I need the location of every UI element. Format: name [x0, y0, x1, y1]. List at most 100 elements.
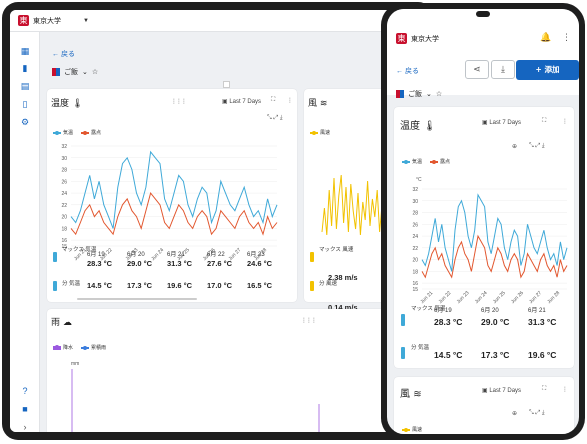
card-title: 温度 🌡 — [400, 121, 436, 132]
rain-card: 雨 ☁ ⋮⋮⋮ 降水 累積雨 mm — [47, 309, 434, 432]
legend-item[interactable]: 露点 — [430, 158, 450, 165]
chevron-down-icon: ⌄ — [82, 69, 88, 76]
download-button[interactable]: ⤓ — [491, 60, 515, 79]
max-bar — [310, 252, 314, 262]
drag-handle-icon[interactable]: ⋮⋮⋮ — [171, 99, 187, 105]
document-icon[interactable]: ▤ — [20, 81, 30, 91]
share-button[interactable]: ⋖ — [465, 60, 489, 79]
stat-max-value: 24.6 °C — [247, 259, 273, 268]
stat-min-value: 16.5 °C — [247, 281, 273, 290]
more-icon[interactable]: ⋮ — [562, 119, 568, 125]
stat-min-value: 14.5 °C — [434, 350, 463, 360]
y-unit: mm — [71, 361, 80, 367]
back-link[interactable]: ← 戻る — [396, 68, 419, 75]
stat-max-value: 31.3 °C — [167, 259, 193, 268]
fullscreen-icon[interactable]: ⛶ — [542, 386, 547, 392]
y-tick-label: 15 — [61, 244, 67, 250]
star-icon[interactable]: ☆ — [91, 69, 99, 76]
calendar-icon: ▣ — [482, 388, 488, 394]
zoom-icon[interactable]: ⤡ ⤢ ⤓ — [529, 143, 545, 149]
phone-header: 東 東京大学 🔔 ⋮ ← 戻る ⋖ ⤓ + 添加 ご飯 ⌄ ☆ — [387, 9, 579, 98]
dashboard-icon[interactable]: ▦ — [20, 46, 30, 56]
zoom-icon[interactable]: ⤡ ⤢ ⤓ — [267, 115, 283, 121]
chevron-right-icon[interactable]: › — [23, 422, 27, 432]
camera-notch — [476, 11, 490, 17]
legend-item[interactable]: 降水 — [53, 344, 73, 351]
view-selector[interactable]: ご飯 ⌄ ☆ — [52, 67, 98, 77]
x-tick-label: Jun 23 — [456, 290, 471, 305]
help-icon[interactable]: ? — [22, 386, 28, 396]
chevron-down-icon[interactable]: ▼ — [83, 17, 89, 24]
stat-min-value: 19.6 °C — [167, 281, 193, 290]
legend-item[interactable]: 風速 — [402, 426, 422, 433]
max-row-label: マックス 風速 — [319, 247, 354, 253]
series-line — [392, 414, 428, 432]
wind-icon: ≋ — [413, 389, 422, 400]
add-button[interactable]: + 添加 — [516, 60, 579, 80]
date-range[interactable]: ▣ Last 7 Days — [222, 99, 262, 105]
scrollbar[interactable] — [77, 298, 197, 300]
more-icon[interactable]: ⋮ — [562, 32, 571, 42]
target-icon[interactable]: ⊕ — [512, 411, 518, 417]
y-tick-label: 24 — [412, 234, 418, 240]
chart-legend: 気温 露点 — [53, 129, 101, 136]
stat-date: 6月 20 — [481, 308, 499, 314]
stat-date: 6月 21 — [528, 308, 546, 314]
star-icon[interactable]: ☆ — [435, 91, 443, 98]
tablet-main: ← 戻る ご飯 ⌄ ☆ 温度 🌡 ⋮⋮⋮ ▣ Last 7 Days ⛶ ⋮ ⤡… — [40, 32, 434, 432]
legend-item[interactable]: 累積雨 — [81, 344, 106, 351]
fullscreen-icon[interactable]: ⛶ — [271, 97, 276, 103]
dashboard-marker — [223, 81, 230, 88]
phone-screen: 東 東京大学 🔔 ⋮ ← 戻る ⋖ ⤓ + 添加 ご飯 ⌄ ☆ 温度 🌡 — [387, 9, 579, 434]
org-logo: 東 — [18, 15, 29, 26]
legend-item[interactable]: 気温 — [53, 129, 73, 136]
more-icon[interactable]: ⋮ — [562, 387, 568, 393]
tablet-topbar: 東 東京大学 ▼ — [10, 10, 434, 32]
y-tick-label: 15 — [412, 287, 418, 293]
org-name[interactable]: 東京大学 — [33, 16, 61, 25]
max-bar — [401, 314, 405, 326]
drag-handle-icon[interactable]: ⋮⋮⋮ — [301, 318, 317, 324]
card-title: 風 ≋ — [308, 99, 328, 109]
zoom-icon[interactable]: ⤡ ⤢ ⤓ — [529, 410, 545, 416]
legend-item[interactable]: 気温 — [402, 158, 422, 165]
stat-max-value: 29.0 °C — [127, 259, 153, 268]
view-selector[interactable]: ご飯 ⌄ ☆ — [396, 89, 442, 99]
y-tick-label: 22 — [61, 203, 67, 209]
min-bar — [53, 281, 57, 291]
stat-min-value: 17.0 °C — [207, 281, 233, 290]
series-line — [421, 234, 568, 279]
x-tick-label: Jun 25 — [492, 290, 507, 305]
y-tick-label: 20 — [412, 258, 418, 264]
chart-legend: 風速 — [310, 129, 330, 136]
legend-item[interactable]: 露点 — [81, 129, 101, 136]
back-link[interactable]: ← 戻る — [52, 51, 75, 58]
tablet-sidebar: ▦ ▮ ▤ ▯ ⚙ ? ■ › — [10, 32, 40, 432]
max-bar — [53, 252, 57, 262]
stat-date: 6月 20 — [127, 252, 145, 258]
more-icon[interactable]: ⋮ — [287, 98, 293, 104]
stat-date: 6月 23 — [247, 252, 265, 258]
date-range[interactable]: ▣ Last 7 Days — [482, 120, 522, 126]
target-icon[interactable]: ⊕ — [512, 144, 518, 150]
fullscreen-icon[interactable]: ⛶ — [542, 118, 547, 124]
stat-max-value: 28.3 °C — [434, 317, 463, 327]
rain-chart — [71, 369, 428, 432]
org-switcher[interactable]: 東 東京大学 — [396, 33, 439, 44]
legend-item[interactable]: 風速 — [310, 129, 330, 136]
y-tick-label: 16 — [61, 238, 67, 244]
wind-chart — [321, 174, 383, 236]
stat-max-value: 31.3 °C — [528, 317, 557, 327]
min-row-label: 分 気温 — [411, 345, 430, 351]
device-icon[interactable]: ▯ — [22, 99, 28, 109]
back-label: 戻る — [60, 51, 75, 58]
chart-icon[interactable]: ▮ — [22, 63, 28, 73]
date-range[interactable]: ▣ Last 7 Days — [482, 388, 522, 394]
bell-icon[interactable]: 🔔 — [540, 32, 552, 42]
user-icon[interactable]: ■ — [22, 404, 28, 414]
gear-icon[interactable]: ⚙ — [20, 117, 30, 127]
grid-icon — [52, 68, 60, 76]
stat-min-value: 17.3 °C — [481, 350, 510, 360]
card-title: 風 ≋ — [400, 389, 422, 400]
